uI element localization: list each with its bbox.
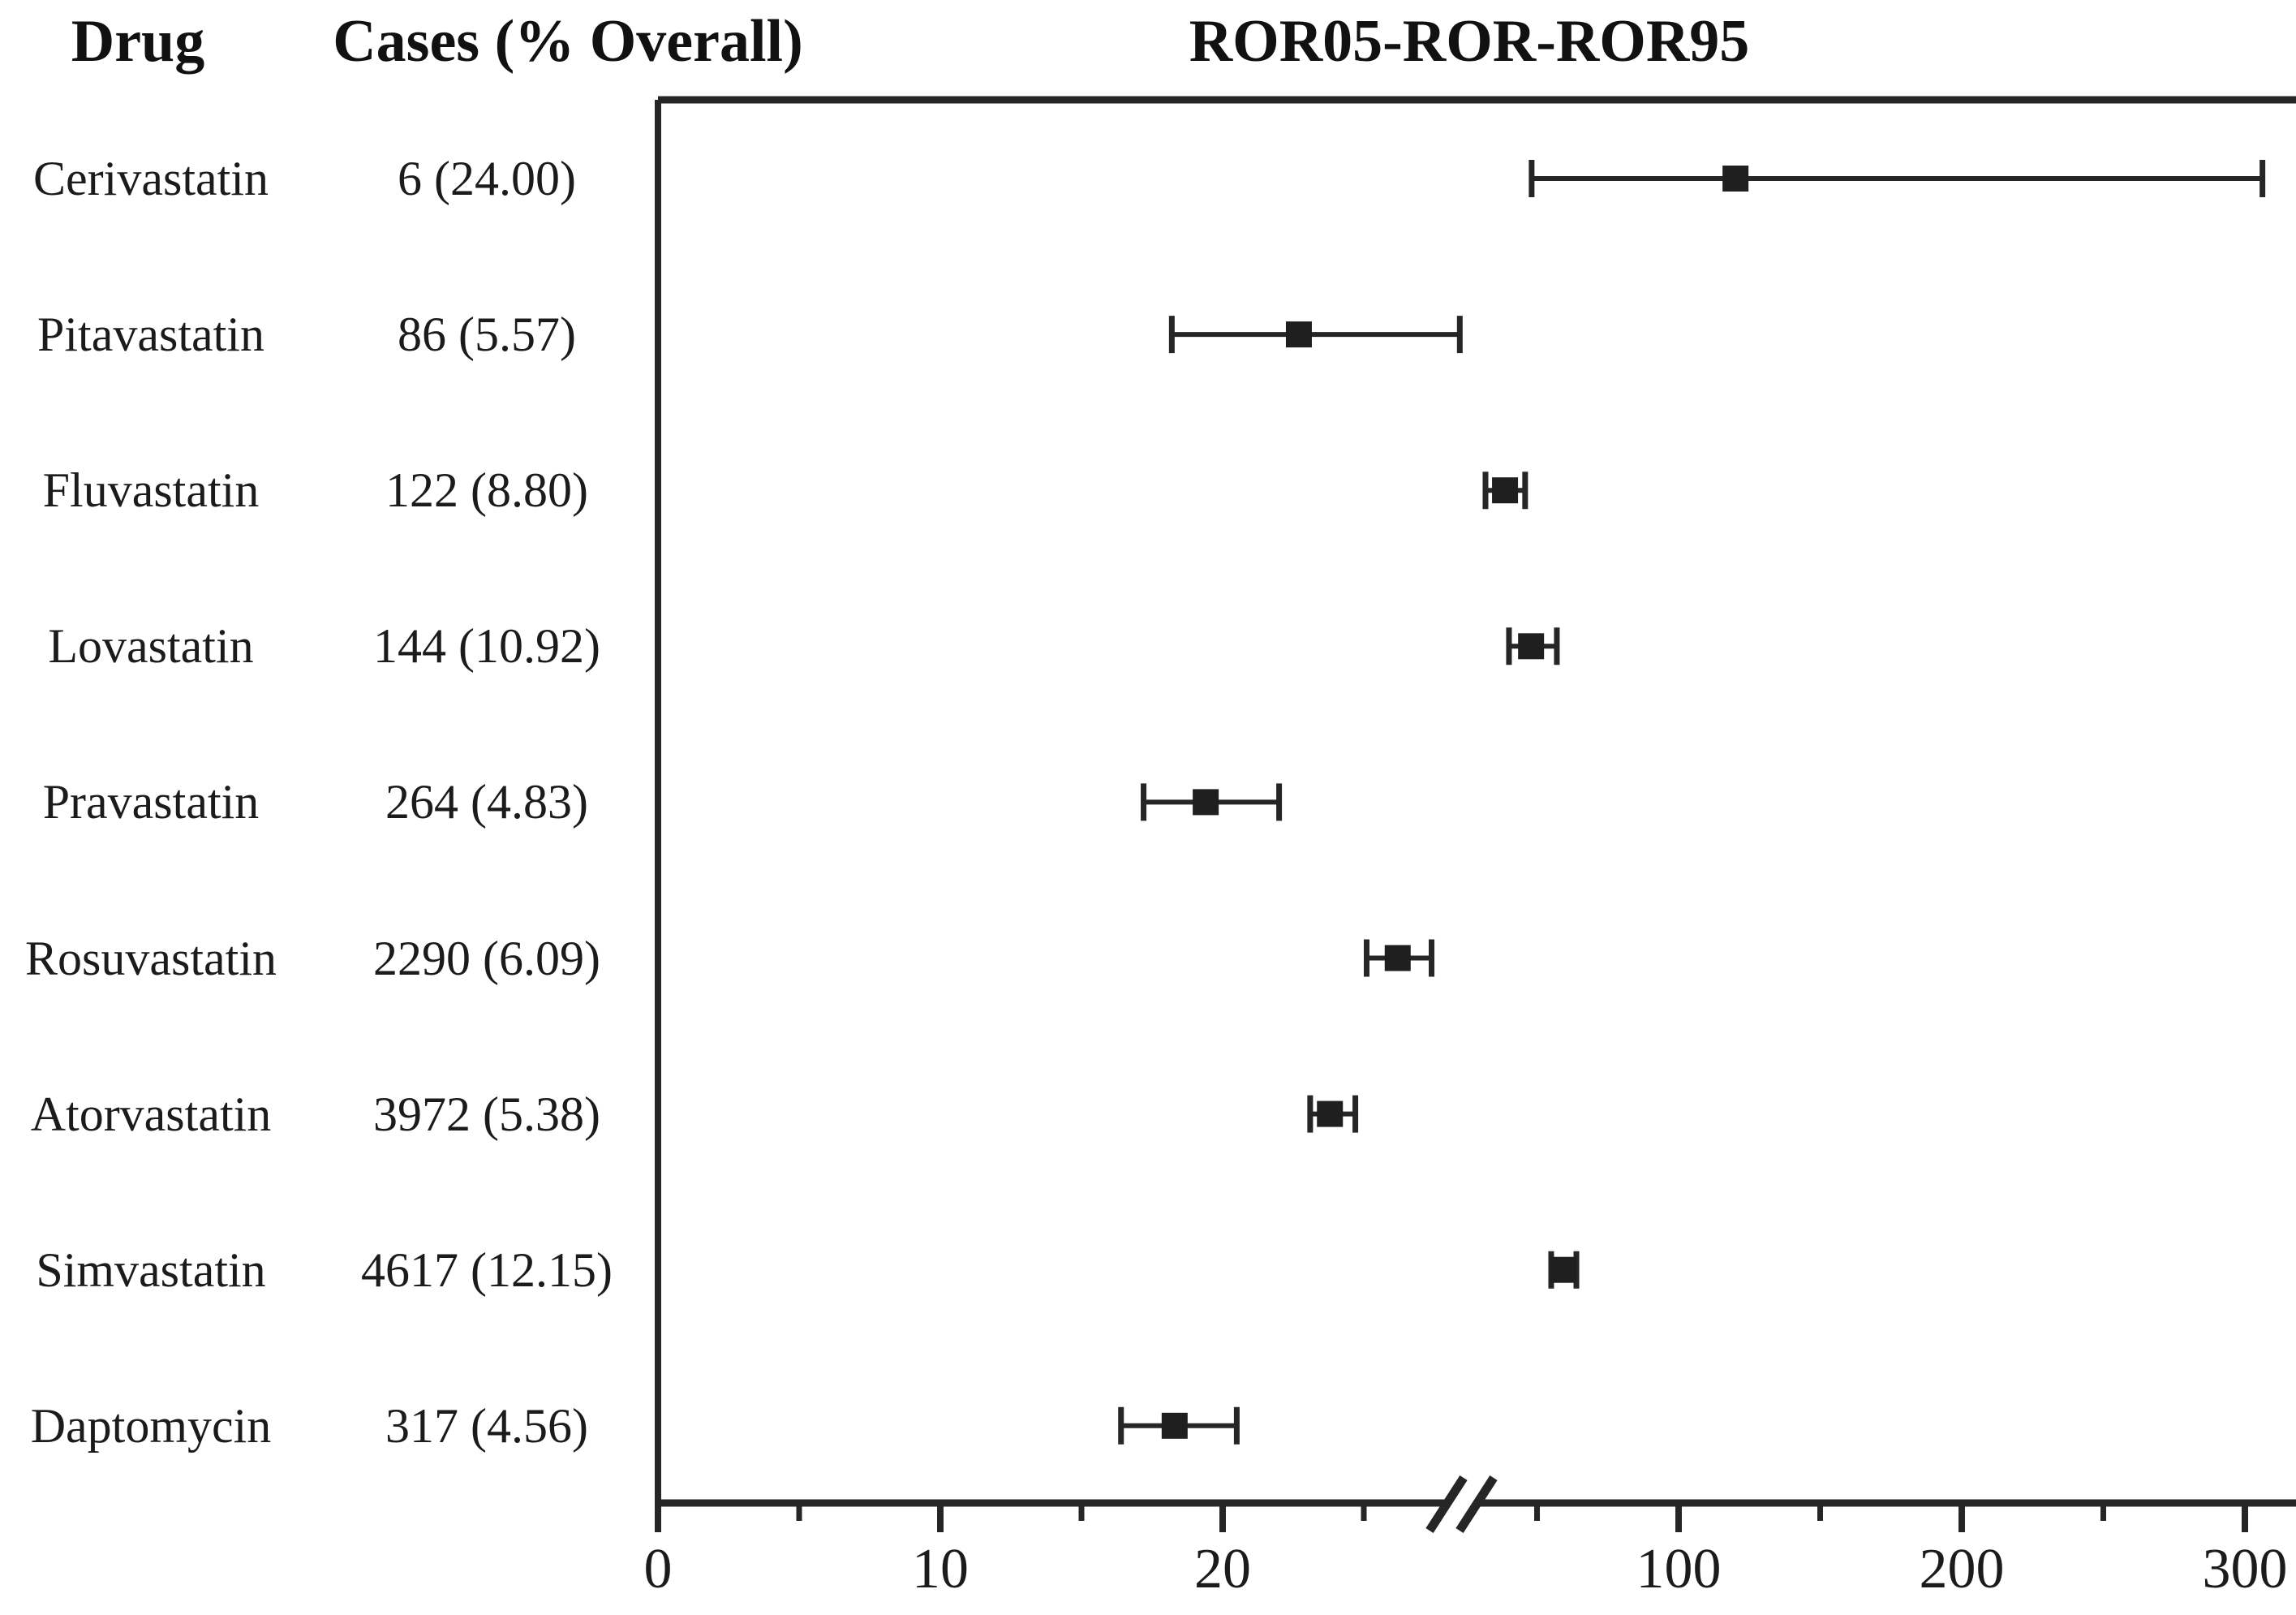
cases-value-fluvastatin: 122 (8.80) xyxy=(385,463,588,518)
cases-value-daptomycin: 317 (4.56) xyxy=(385,1398,588,1453)
ror-point-marker-atorvastatin xyxy=(1317,1100,1344,1127)
drug-label-simvastatin: Simvastatin xyxy=(36,1242,266,1297)
cases-value-simvastatin: 4617 (12.15) xyxy=(361,1242,613,1297)
ror-point-marker-pravastatin xyxy=(1193,789,1219,816)
axis-break-slash xyxy=(1455,1475,1498,1533)
cases-value-pitavastatin: 86 (5.57) xyxy=(398,308,576,362)
drug-label-pravastatin: Pravastatin xyxy=(42,775,260,829)
cases-value-lovastatin: 144 (10.92) xyxy=(373,619,600,674)
cases-value-pravastatin: 264 (4.83) xyxy=(385,775,588,829)
cases-value-cerivastatin: 6 (24.00) xyxy=(398,152,576,205)
axis-break-slash xyxy=(1425,1475,1468,1533)
ror-point-marker-lovastatin xyxy=(1518,633,1545,660)
drug-column-header: Drug xyxy=(71,8,205,75)
ror-point-marker-pitavastatin xyxy=(1285,321,1312,348)
x-tick-label-10: 10 xyxy=(912,1538,969,1600)
drug-label-atorvastatin: Atorvastatin xyxy=(30,1087,272,1141)
ror-point-marker-simvastatin xyxy=(1550,1256,1576,1283)
ror-column-header: ROR05-ROR-ROR95 xyxy=(1189,8,1750,75)
drug-label-daptomycin: Daptomycin xyxy=(30,1398,272,1453)
drug-label-lovastatin: Lovastatin xyxy=(48,619,254,674)
cases-value-rosuvastatin: 2290 (6.09) xyxy=(373,931,600,985)
x-tick-label-300: 300 xyxy=(2202,1538,2288,1600)
drug-label-fluvastatin: Fluvastatin xyxy=(42,463,260,518)
x-tick-label-0: 0 xyxy=(643,1538,673,1600)
x-tick-label-200: 200 xyxy=(1919,1538,2005,1600)
x-tick-label-20: 20 xyxy=(1194,1538,1251,1600)
ror-point-marker-cerivastatin xyxy=(1722,166,1749,192)
cases-column-header: Cases (% Overall) xyxy=(333,8,803,75)
ror-point-marker-daptomycin xyxy=(1161,1412,1188,1439)
x-tick-label-100: 100 xyxy=(1636,1538,1722,1600)
drug-label-pitavastatin: Pitavastatin xyxy=(37,308,264,362)
cases-value-atorvastatin: 3972 (5.38) xyxy=(373,1087,600,1141)
drug-label-cerivastatin: Cerivastatin xyxy=(33,152,269,205)
ror-point-marker-rosuvastatin xyxy=(1384,945,1411,971)
drug-label-rosuvastatin: Rosuvastatin xyxy=(25,931,277,985)
ror-point-marker-fluvastatin xyxy=(1492,477,1519,504)
